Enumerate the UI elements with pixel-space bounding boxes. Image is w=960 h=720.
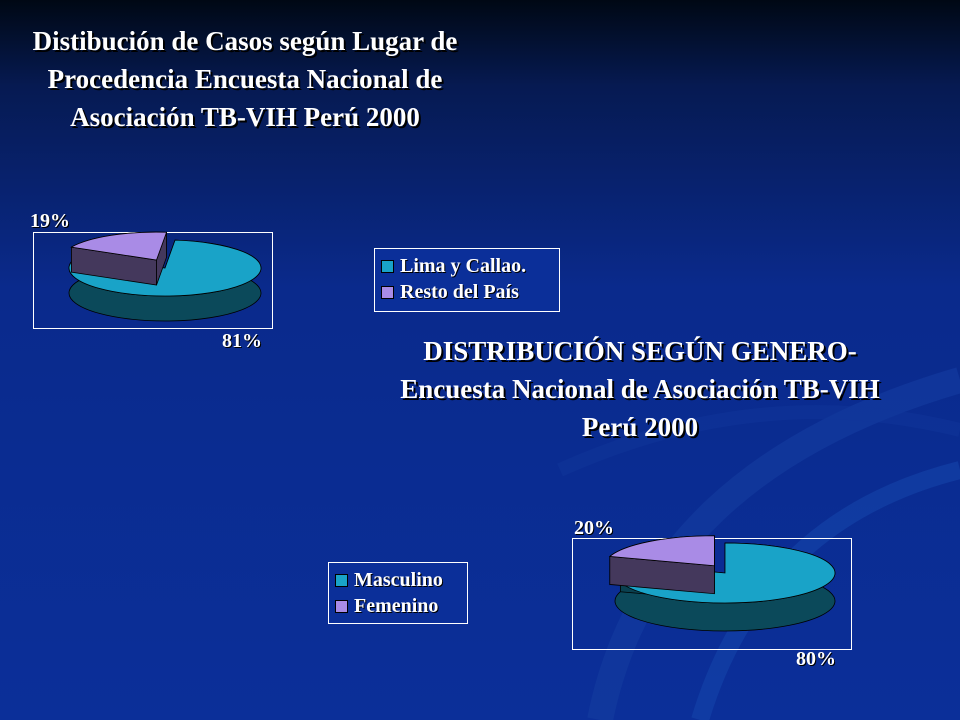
chart2-data-label-masculino: 80% (796, 648, 836, 670)
chart2-legend: Masculino Femenino (328, 562, 468, 624)
chart1-legend: Lima y Callao. Resto del País (374, 248, 560, 312)
legend-swatch-femenino (335, 599, 348, 613)
chart2-slice-femenino (608, 535, 715, 595)
legend-swatch-resto (381, 285, 394, 299)
chart1-pie (68, 231, 262, 322)
chart1-title: Distibución de Casos según Lugar de Proc… (32, 26, 458, 132)
legend-label-masculino: Masculino (354, 568, 443, 591)
legend-label-resto: Resto del País (400, 280, 519, 303)
chart1-data-label-resto: 19% (30, 210, 70, 232)
legend-item-resto: Resto del País (381, 279, 553, 305)
legend-item-femenino: Femenino (335, 593, 461, 619)
legend-item-masculino: Masculino (335, 567, 461, 593)
chart1-data-label-lima: 81% (222, 330, 262, 352)
legend-label-lima: Lima y Callao. (400, 254, 527, 277)
legend-label-femenino: Femenino (354, 594, 439, 617)
chart1-slice-resto (70, 231, 168, 286)
legend-swatch-masculino (335, 573, 348, 587)
chart2-pie (608, 535, 836, 632)
chart2-title: DISTRIBUCIÓN SEGÚN GENERO- Encuesta Naci… (400, 336, 880, 442)
legend-item-lima: Lima y Callao. (381, 253, 553, 279)
chart2-data-label-femenino: 20% (574, 517, 614, 539)
legend-swatch-lima (381, 259, 394, 273)
